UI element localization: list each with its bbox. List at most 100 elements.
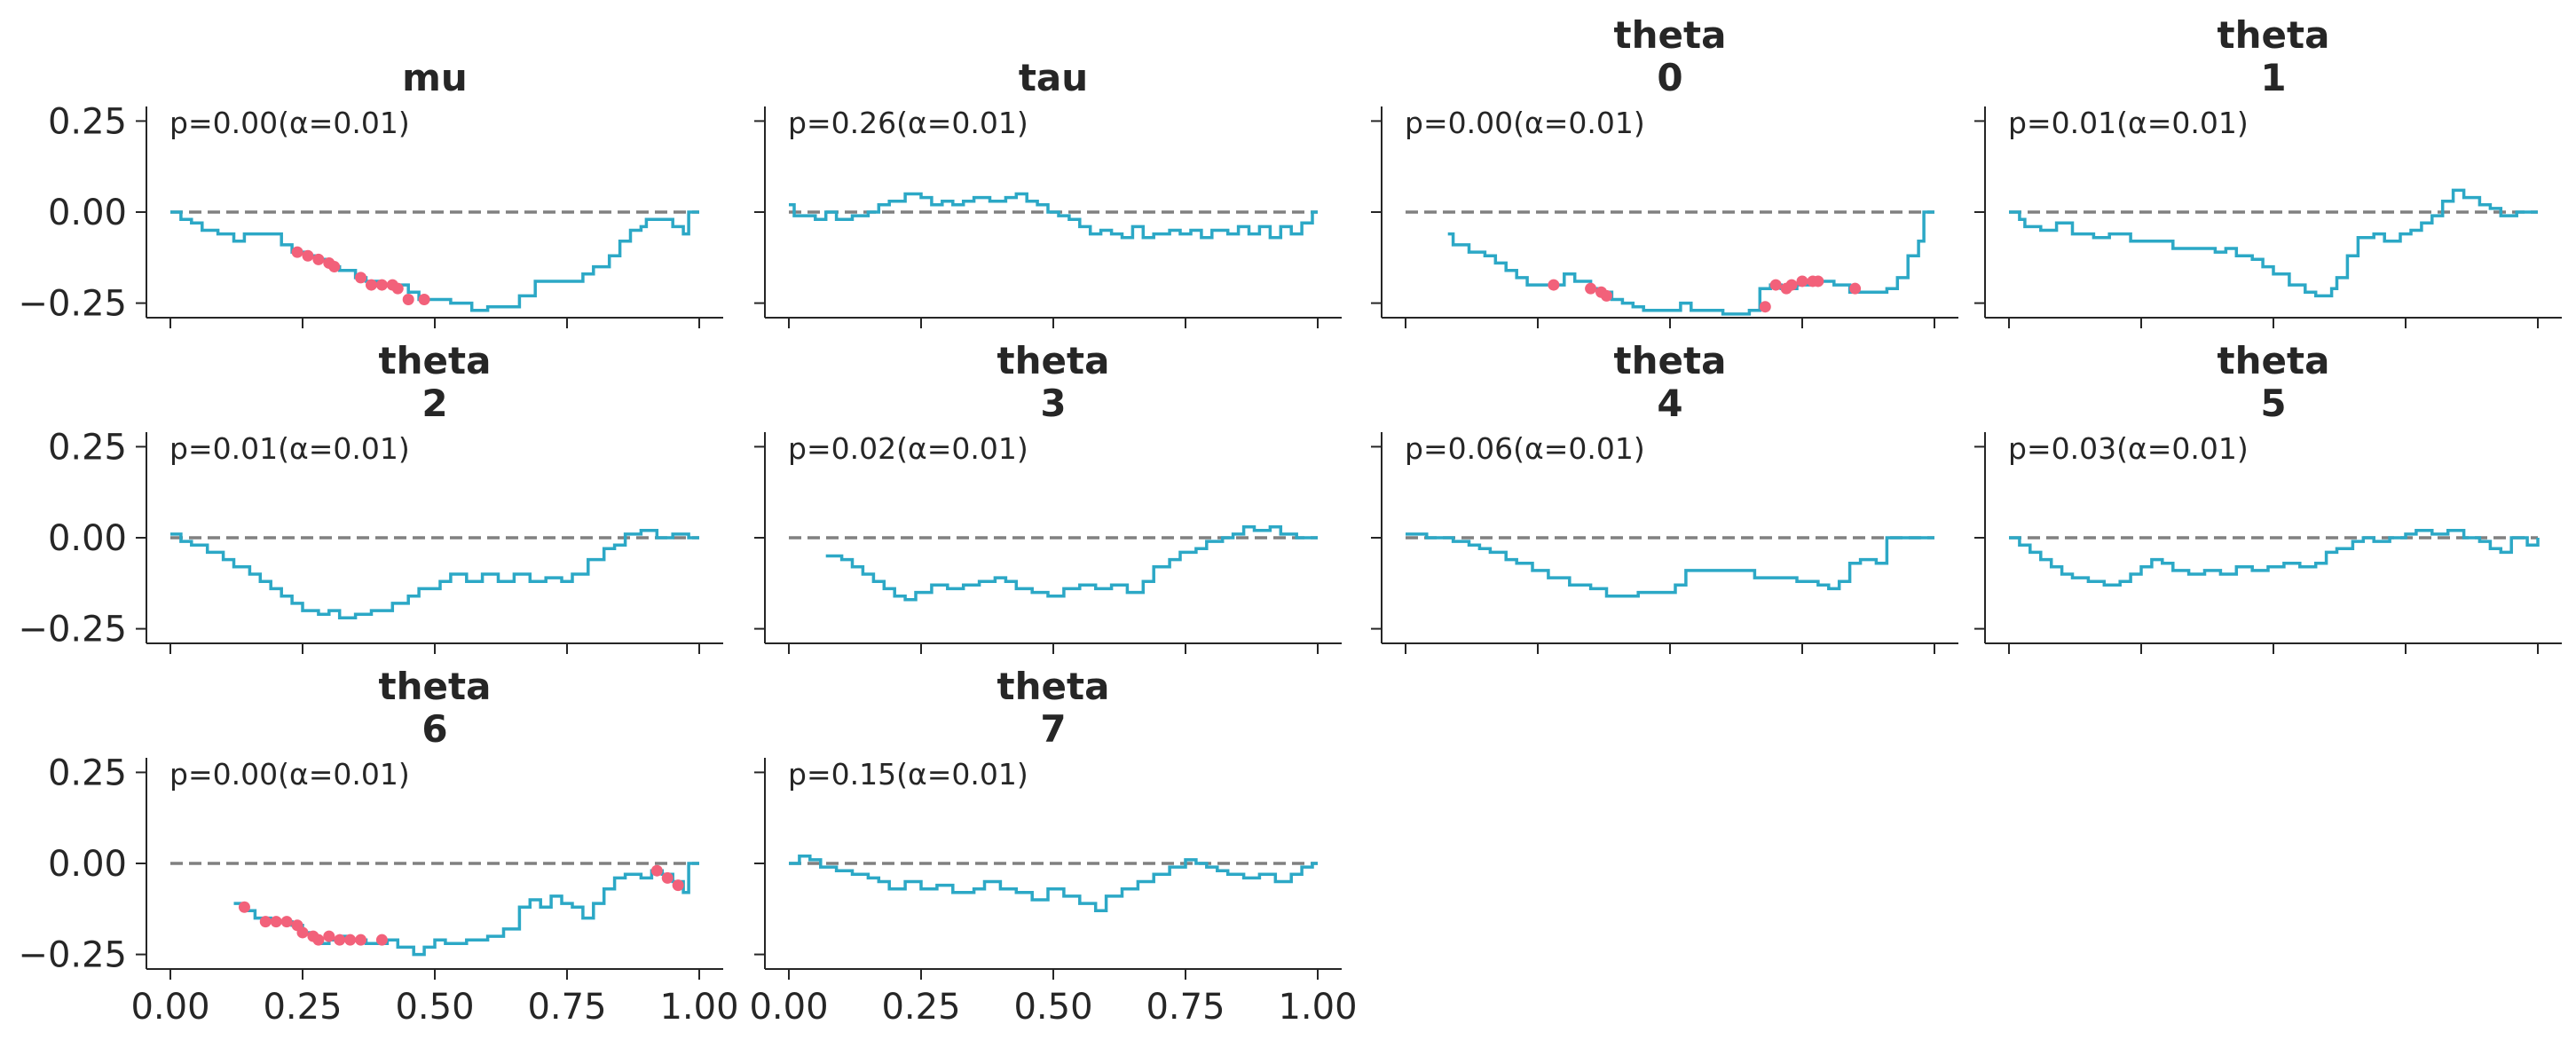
outlier-point: [355, 934, 367, 946]
outlier-point: [402, 293, 414, 305]
outlier-point: [391, 282, 404, 295]
outlier-point: [1600, 289, 1612, 302]
y-tick-label: 0.25: [48, 752, 127, 793]
p-value-label: p=0.00(α=0.01): [169, 757, 410, 792]
panel-title-line: theta: [997, 665, 1110, 708]
outlier-point: [1585, 282, 1597, 295]
y-tick-label: 0.00: [48, 193, 127, 233]
ecdf-difference-line: [789, 192, 1318, 240]
panel-title-line: tau: [1019, 56, 1088, 99]
p-value-label: p=0.00(α=0.01): [169, 106, 410, 140]
outlier-point: [375, 934, 388, 946]
panel-title-line: 4: [1657, 382, 1682, 425]
panel-4: theta 2 0.25 0.00 −0.25 p=0.01(α=0.01): [18, 339, 723, 654]
outlier-point: [334, 934, 346, 946]
panel-title-line: theta: [379, 339, 492, 382]
outlier-point: [312, 934, 325, 946]
panel-title: theta 1: [2218, 13, 2330, 99]
outlier-point: [1796, 275, 1808, 288]
x-tick-label: 0.00: [749, 987, 828, 1028]
panel-3: theta 1 p=0.01(α=0.01): [1974, 13, 2562, 328]
y-tick-label: 0.00: [48, 518, 127, 559]
y-tick-label: −0.25: [18, 610, 127, 650]
panel-9: theta 7 0.00 0.25 0.50 0.75 1.00 p=0.15(α=0.01): [749, 665, 1357, 1028]
ecdf-difference-line: [2009, 529, 2540, 587]
panel-8: theta 60.250.00−0.250.00 0.25 0.50 0.75 1.00p…: [18, 665, 738, 1028]
p-value-label: p=0.01(α=0.01): [2008, 106, 2249, 140]
outlier-point: [661, 871, 674, 884]
p-value-label: p=0.06(α=0.01): [1405, 431, 1645, 466]
panel-title-line: theta: [1614, 339, 1727, 382]
panel-title-line: 7: [1040, 707, 1066, 751]
outlier-point: [259, 916, 272, 928]
panel-title-line: 2: [421, 382, 447, 425]
panel-title-line: theta: [1614, 13, 1727, 57]
outlier-point: [344, 934, 357, 946]
panel-title: theta 7: [997, 665, 1110, 751]
panel-title: tau: [1019, 56, 1088, 99]
outlier-point: [291, 246, 303, 258]
panel-title-line: 6: [421, 707, 447, 751]
panel-title-line: 1: [2260, 56, 2286, 99]
outlier-point: [375, 279, 388, 291]
x-tick-label: 0.75: [527, 987, 606, 1028]
panel-title: theta 6: [379, 665, 492, 751]
panel-0: mu 0.25 0.00 −0.25 p=0.00(α=0.01): [18, 56, 723, 328]
ecdf-difference-line: [170, 210, 699, 312]
ecdf-difference-line: [1447, 210, 1934, 316]
outlier-point: [280, 916, 293, 928]
outlier-point: [328, 261, 341, 273]
y-tick-label: 0.25: [48, 427, 127, 468]
outlier-point: [312, 253, 325, 265]
outlier-point: [418, 293, 430, 305]
panel-title: mu: [402, 56, 468, 99]
ecdf-difference-line: [1406, 532, 1934, 598]
y-tick-label: −0.25: [18, 284, 127, 325]
panel-title: theta 4: [1614, 339, 1727, 425]
panel-title: theta 0: [1614, 13, 1727, 99]
panel-title: theta 2: [379, 339, 492, 425]
outlier-point: [672, 879, 684, 892]
outlier-point: [238, 901, 250, 913]
outlier-point: [1785, 279, 1798, 291]
outlier-point: [270, 916, 282, 928]
x-tick-label: 0.00: [130, 987, 209, 1028]
outlier-point: [1769, 279, 1782, 291]
p-value-label: p=0.01(α=0.01): [169, 431, 410, 466]
p-value-label: p=0.15(α=0.01): [788, 757, 1028, 792]
outlier-point: [1849, 282, 1862, 295]
outlier-point: [296, 926, 309, 939]
panel-title: theta 3: [997, 339, 1110, 425]
y-tick-label: −0.25: [18, 935, 127, 976]
p-value-label: p=0.02(α=0.01): [788, 431, 1028, 466]
outlier-point: [650, 864, 663, 877]
panel-title-line: 0: [1657, 56, 1682, 99]
ecdf-difference-line: [233, 862, 699, 957]
y-tick-label: 0.00: [48, 844, 127, 885]
x-tick-label: 1.00: [659, 987, 738, 1028]
panel-title-line: mu: [402, 56, 468, 99]
outlier-point: [1548, 279, 1560, 291]
ecdf-difference-line: [789, 855, 1318, 913]
panel-title-line: theta: [379, 665, 492, 708]
x-tick-label: 1.00: [1278, 987, 1357, 1028]
outlier-point: [365, 279, 377, 291]
ecdf-difference-line: [170, 529, 699, 620]
outlier-point: [1812, 275, 1824, 288]
panel-5: theta 3 p=0.02(α=0.01): [754, 339, 1342, 654]
panel-title-line: 3: [1040, 382, 1066, 425]
panel-2: theta 0 p=0.00(α=0.01): [1371, 13, 1958, 328]
panel-title: theta 5: [2218, 339, 2330, 425]
ecdf-difference-line: [825, 524, 1318, 602]
x-tick-label: 0.25: [263, 987, 342, 1028]
panel-title-line: theta: [997, 339, 1110, 382]
outlier-point: [323, 930, 335, 942]
outlier-point: [355, 272, 367, 284]
panel-6: theta 4 p=0.06(α=0.01): [1371, 339, 1958, 654]
panel-title-line: 5: [2260, 382, 2286, 425]
x-tick-label: 0.50: [395, 987, 474, 1028]
ecdf-difference-line: [2009, 188, 2538, 298]
p-value-label: p=0.26(α=0.01): [788, 106, 1028, 140]
x-tick-label: 0.75: [1146, 987, 1225, 1028]
